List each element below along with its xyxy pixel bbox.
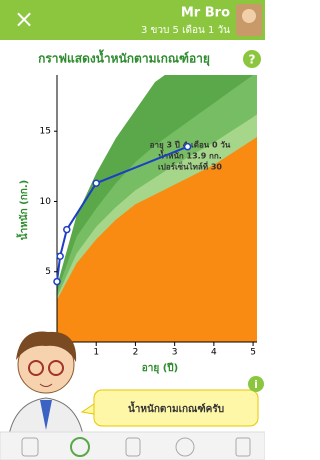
x-tick-label: 2 bbox=[133, 348, 139, 358]
y-tick-label: 15 bbox=[40, 127, 51, 137]
x-tick-label: 1 bbox=[93, 348, 99, 358]
x-axis-label: อายุ (ปี) bbox=[142, 362, 178, 374]
x-tick-label: 3 bbox=[172, 348, 178, 358]
doctor-illustration bbox=[8, 332, 84, 440]
close-button[interactable]: × bbox=[14, 5, 34, 33]
y-axis-label: น้ำหนัก (กก.) bbox=[16, 180, 30, 240]
y-tick-label: 10 bbox=[40, 197, 52, 207]
app-screen: {"header":{"close":"×","name":"Mr Bro","… bbox=[0, 0, 265, 460]
user-age: 3 ขวบ 5 เดือน 1 วัน bbox=[141, 24, 230, 36]
user-name: Mr Bro bbox=[181, 6, 230, 21]
y-tick-label: 5 bbox=[45, 267, 51, 277]
screen: × Mr Bro 3 ขวบ 5 เดือน 1 วัน กราฟแสดงน้ำ… bbox=[0, 0, 265, 460]
avatar-face bbox=[242, 9, 256, 23]
child-point bbox=[54, 279, 60, 285]
child-point bbox=[57, 253, 63, 259]
chart-title: กราฟแสดงน้ำหนักตามเกณฑ์อายุ bbox=[38, 49, 210, 67]
child-point bbox=[185, 144, 191, 150]
child-point bbox=[93, 180, 99, 186]
x-tick-label: 4 bbox=[211, 348, 217, 358]
help-icon: ? bbox=[249, 53, 256, 67]
x-tick-label: 5 bbox=[250, 348, 256, 358]
info-icon: i bbox=[254, 378, 258, 391]
child-point bbox=[64, 227, 70, 233]
bubble-text: น้ำหนักตามเกณฑ์ครับ bbox=[128, 401, 224, 415]
bubble-tail bbox=[82, 404, 94, 414]
annotation: เปอร์เซ็นไทล์ที่ 30 bbox=[158, 161, 222, 172]
